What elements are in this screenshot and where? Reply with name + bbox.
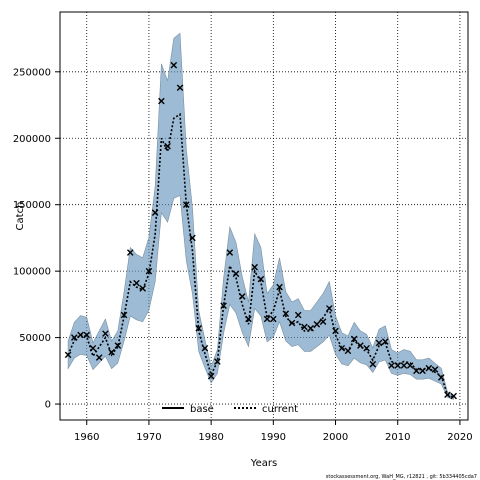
observed-point [220,302,227,310]
observed-point [301,323,308,331]
observed-point [64,351,72,359]
observed-point [77,331,84,339]
observed-point [450,392,457,400]
x-axis-title: Years [250,458,277,469]
y-tick-label: 0 [45,400,51,411]
observed-point [151,209,159,216]
x-tick-label: 1990 [261,432,286,443]
observed-point [226,249,234,256]
observed-point [276,283,283,291]
legend-base-label: base [190,404,214,415]
observed-points [64,61,457,400]
observed-point [381,338,389,345]
observed-point [326,305,333,312]
y-tick-label: 200000 [13,134,51,145]
plot-frame [59,11,469,421]
observed-point [431,366,439,373]
observed-point [282,310,290,317]
x-axis: 1960 1970 1980 1990 2000 2010 2020 [74,420,473,443]
observed-point [413,367,420,375]
observed-point [139,285,147,292]
observed-point [114,342,122,349]
observed-point [406,362,414,369]
observed-point [357,342,364,349]
observed-point [158,97,165,105]
observed-point [238,293,246,300]
observed-point [182,201,190,208]
observed-point [176,84,184,92]
estimate-lines [67,112,455,399]
x-tick-label: 1980 [198,432,223,443]
observed-point [71,334,78,341]
observed-point [108,348,115,356]
x-tick-label: 2020 [447,432,472,443]
observed-point [338,344,346,352]
observed-point [319,318,327,325]
observed-point [332,327,339,335]
observed-point [89,344,97,352]
observed-point [444,391,451,399]
y-axis-title: Catch [15,202,26,231]
observed-point [214,358,221,365]
observed-point [437,374,445,381]
legend: base current [162,404,298,415]
observed-point [363,344,370,352]
observed-point [164,142,171,150]
observed-point [270,315,277,323]
current-series-line [67,112,455,399]
y-tick-label: 250000 [13,67,51,78]
observed-point [145,267,153,275]
x-tick-label: 1970 [136,432,161,443]
observed-point [189,234,196,242]
observed-point [263,315,271,323]
observed-point [307,325,314,332]
observed-point [120,311,128,319]
observed-point [294,311,302,319]
y-tick-label: 100000 [13,267,51,278]
y-tick-label: 150000 [13,200,51,211]
y-axis: 0 50000 100000 150000 200000 250000 [13,67,60,411]
observed-point [394,362,402,369]
observed-point [288,319,296,327]
x-tick-label: 1960 [74,432,99,443]
observed-point [350,335,358,343]
observed-point [369,360,377,368]
x-tick-label: 2010 [385,432,410,443]
observed-point [133,279,140,287]
credit-text: stockassessment.org, WaH_MG, r12821 , gi… [326,474,477,480]
legend-current-label: current [262,404,298,415]
observed-point [257,275,265,283]
observed-point [388,362,395,369]
observed-point [195,325,202,332]
observed-point [102,330,109,337]
observed-point [425,364,433,372]
observed-point [201,344,209,352]
y-tick-label: 50000 [19,333,51,344]
uncertainty-band [67,32,455,400]
observed-point [375,339,383,347]
observed-point [400,362,408,369]
observed-point [207,372,215,380]
observed-point [170,61,178,69]
observed-point [313,321,321,328]
observed-point [419,367,426,375]
observed-point [232,270,240,278]
observed-point [245,315,252,323]
confidence-band [67,32,455,400]
observed-point [126,249,134,256]
observed-point [251,263,258,271]
observed-point [83,331,91,339]
x-tick-label: 2000 [323,432,348,443]
observed-point [95,354,103,361]
observed-point [344,347,352,355]
